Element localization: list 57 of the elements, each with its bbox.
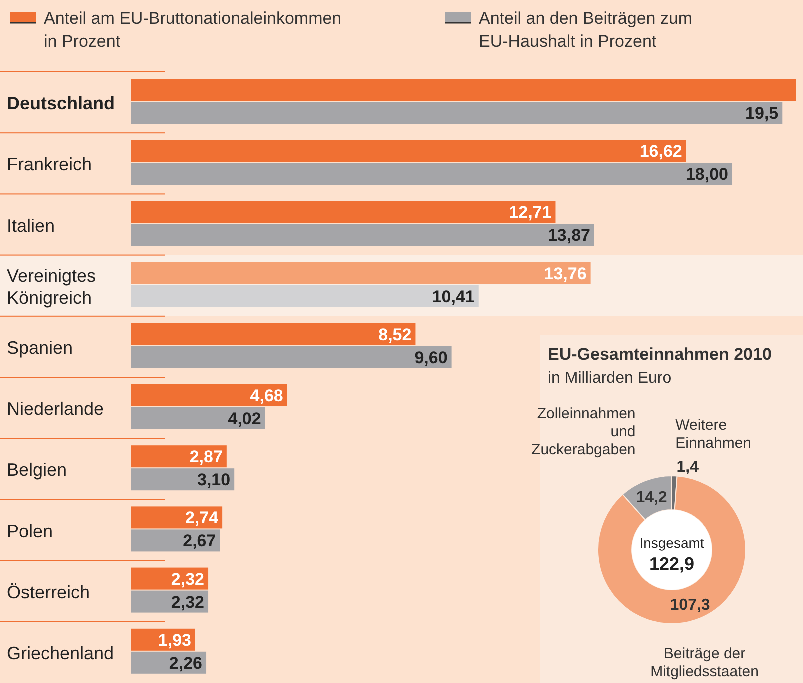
annotation: Insgesamt (640, 535, 704, 551)
chart-subtitle: in Milliarden Euro (548, 370, 672, 387)
bar (131, 262, 591, 284)
bar (131, 506, 223, 529)
data-label: 19,5 (746, 104, 779, 123)
y-tick-label: Polen (7, 521, 54, 542)
y-tick-label: Belgien (7, 460, 68, 480)
data-label: 8,52 (378, 325, 412, 344)
bar (131, 224, 594, 246)
bar (131, 163, 733, 186)
data-label: 2,87 (190, 448, 223, 467)
data-label: 4,02 (228, 410, 262, 428)
data-label: 2,32 (171, 570, 205, 589)
slice-label: Zolleinnahmen und Zuckerabgaben (532, 406, 636, 459)
donut-slice (598, 476, 746, 624)
data-label: 4,68 (250, 386, 284, 406)
legend-label: Anteil an den Beiträgen zum EU-Haushalt in Prozent (479, 9, 693, 51)
data-label: 1,93 (158, 630, 192, 650)
bar (131, 408, 266, 430)
y-tick-label: Italien (7, 216, 56, 236)
y-tick-label: Griechenland (7, 643, 114, 664)
data-label: 13,76 (544, 264, 587, 284)
slice-label: Weitere Einnahmen (676, 417, 752, 452)
bar (131, 79, 796, 101)
data-label: 12,71 (509, 203, 552, 222)
chart-title: EU-Gesamteinnahmen 2010 (548, 345, 772, 364)
data-label: 107,3 (670, 596, 710, 614)
data-label: 10,41 (432, 287, 475, 306)
data-label: 18,00 (686, 165, 729, 184)
data-label: 16,62 (640, 142, 682, 162)
legend-label: Anteil am EU-Bruttonationaleinkommen in Prozent (44, 9, 342, 51)
data-label: 2,67 (183, 532, 216, 551)
data-label: 13,87 (548, 226, 590, 246)
data-label: 2,32 (171, 592, 205, 612)
y-tick-label: Österreich (7, 582, 90, 602)
y-tick-label: Vereinigtes Königreich (7, 266, 96, 308)
bar (131, 102, 783, 124)
data-label: 9,60 (414, 348, 448, 368)
bar (131, 285, 479, 308)
bar (131, 384, 288, 406)
bar (131, 468, 235, 491)
annotation: 122,9 (649, 554, 695, 574)
bar (131, 140, 686, 162)
bar (131, 323, 416, 346)
data-label: 2,26 (169, 654, 203, 673)
data-label: 14,2 (636, 490, 668, 507)
y-tick-label: Niederlande (7, 399, 104, 420)
slice-label: Beiträge der Mitgliedsstaaten (650, 646, 759, 681)
data-label: 3,10 (198, 470, 231, 490)
data-label: 1,4 (676, 459, 700, 476)
bar (131, 201, 556, 224)
y-tick-label: Frankreich (7, 154, 92, 175)
y-tick-label: Deutschland (7, 94, 116, 114)
data-label: 2,74 (185, 508, 220, 528)
bar (131, 446, 227, 468)
bar (131, 346, 452, 368)
y-tick-label: Spanien (7, 338, 74, 358)
